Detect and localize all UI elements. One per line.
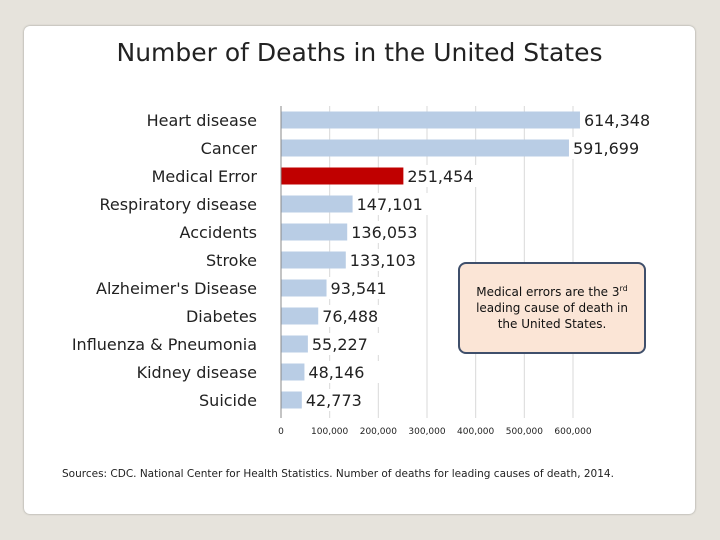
bars: [281, 111, 580, 409]
value-label-bg: [319, 305, 394, 327]
callout-box: Medical errors are the 3rd leading cause…: [458, 262, 646, 354]
value-label: 55,227: [312, 335, 368, 354]
value-label-bg: [308, 333, 383, 355]
value-label: 251,454: [407, 167, 473, 186]
value-label: 614,348: [584, 111, 650, 130]
bar-alzheimer-s-disease: [281, 279, 327, 297]
x-tick-label: 500,000: [506, 427, 543, 437]
bar-chart: Heart disease Cancer Medical Error Respirat…: [72, 106, 655, 437]
bar-stroke: [281, 251, 346, 269]
value-label-bg: [302, 389, 377, 411]
value-label-bg: [305, 361, 380, 383]
x-tick-label: 200,000: [360, 427, 397, 437]
category-label: Influenza & Pneumonia: [72, 335, 257, 354]
bar-diabetes: [281, 307, 319, 325]
slide: Number of Deaths in the United States He…: [24, 26, 695, 514]
value-label-bg: [580, 109, 655, 131]
bar-suicide: [281, 391, 302, 409]
value-label: 136,053: [351, 223, 417, 242]
category-label: Suicide: [199, 391, 257, 410]
value-label: 133,103: [350, 251, 416, 270]
value-label: 48,146: [308, 363, 364, 382]
value-label: 147,101: [357, 195, 423, 214]
category-label: Diabetes: [186, 307, 257, 326]
bar-heart-disease: [281, 111, 580, 129]
category-label: Respiratory disease: [99, 195, 257, 214]
value-label: 93,541: [331, 279, 387, 298]
x-tick-label: 0: [278, 427, 284, 437]
value-label: 42,773: [306, 391, 362, 410]
value-label-bg: [569, 137, 644, 159]
value-label: 591,699: [573, 139, 639, 158]
callout-text: Medical errors are the 3rd leading cause…: [476, 284, 628, 332]
value-label-bg: [348, 221, 423, 243]
slide-title: Number of Deaths in the United States: [116, 38, 603, 67]
bar-accidents: [281, 223, 348, 241]
x-tick-label: 400,000: [457, 427, 494, 437]
x-tick-label: 600,000: [554, 427, 591, 437]
category-label: Alzheimer's Disease: [96, 279, 257, 298]
category-label: Medical Error: [152, 167, 258, 186]
x-axis-ticks: 0 100,000 200,000 300,000 400,000 500,000 600,…: [278, 427, 592, 437]
category-label: Stroke: [206, 251, 257, 270]
value-label-bg: [353, 193, 428, 215]
bar-medical-error: [281, 167, 404, 185]
value-label-bg: [327, 277, 402, 299]
bar-influenza-pneumonia: [281, 335, 308, 353]
source-note: Sources: CDC. National Center for Health…: [62, 468, 614, 480]
x-tick-label: 300,000: [408, 427, 445, 437]
value-labels: 614,348 591,699 251,454 147,101 136,053 133,1…: [302, 109, 655, 411]
category-labels: Heart disease Cancer Medical Error Respirat…: [72, 111, 258, 410]
category-label: Heart disease: [147, 111, 257, 130]
value-label: 76,488: [322, 307, 378, 326]
category-label: Accidents: [180, 223, 257, 242]
value-label-bg: [346, 249, 421, 271]
x-tick-label: 100,000: [311, 427, 348, 437]
bar-cancer: [281, 139, 569, 157]
bar-respiratory-disease: [281, 195, 353, 213]
value-label-bg: [404, 165, 479, 187]
bar-kidney-disease: [281, 363, 305, 381]
category-label: Kidney disease: [137, 363, 257, 382]
category-label: Cancer: [201, 139, 258, 158]
